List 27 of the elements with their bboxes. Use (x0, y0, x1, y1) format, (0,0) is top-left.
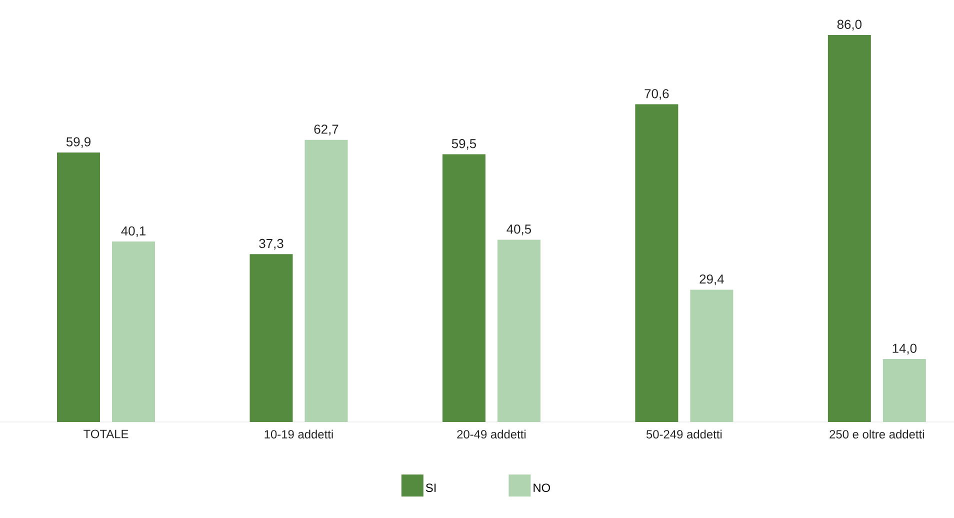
bar (304, 140, 348, 422)
data-label: 40,5 (506, 224, 532, 236)
data-label: 14,0 (892, 344, 917, 354)
bar (250, 254, 293, 422)
bar (497, 240, 540, 422)
legend-label: SI (426, 484, 436, 492)
data-label: 40,1 (121, 226, 146, 238)
x-tick-label: 50-249 addetti (646, 430, 722, 439)
x-tick-label: 250 e oltre addetti (830, 430, 924, 439)
bar (442, 154, 486, 422)
x-tick-label: TOTALE (84, 430, 128, 438)
bar (635, 104, 678, 422)
bar (112, 242, 156, 422)
data-label: 62,7 (314, 124, 338, 136)
data-label: 70,6 (644, 89, 669, 100)
bar (882, 358, 926, 422)
bar (828, 34, 871, 422)
data-label: 37,3 (259, 238, 284, 250)
data-label: 59,5 (452, 139, 476, 150)
bar (57, 152, 100, 422)
bar (690, 290, 734, 422)
x-tick-label: 20-49 addetti (457, 430, 526, 439)
legend-label: NO (534, 484, 550, 492)
data-label: 59,9 (66, 137, 90, 148)
data-label: 29,4 (700, 274, 724, 286)
x-tick-label: 10-19 addetti (264, 430, 333, 439)
data-label: 86,0 (837, 20, 862, 30)
